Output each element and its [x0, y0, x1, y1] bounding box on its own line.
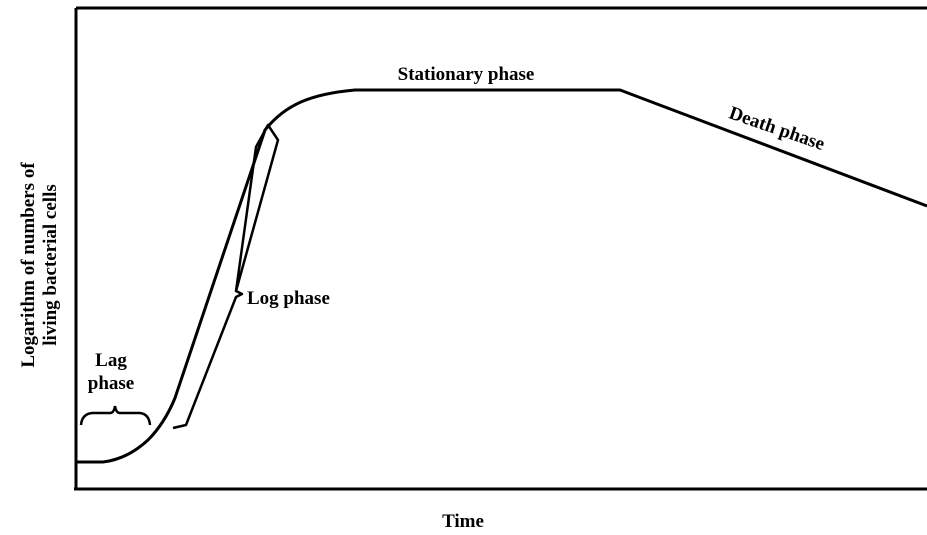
lag-phase-label: phase: [88, 373, 134, 394]
log-phase-bracket: [172, 123, 280, 430]
y-axis-label: living bacterial cells: [40, 184, 61, 345]
growth-curve: [76, 88, 927, 464]
stationary-phase-label: Stationary phase: [398, 64, 535, 85]
log-phase-label: Log phase: [247, 288, 330, 309]
lag-phase-brace: [79, 405, 152, 426]
x-axis-label: Time: [442, 511, 484, 532]
death-phase-label: Death phase: [726, 103, 827, 155]
y-axis-label: Logarithm of numbers of: [18, 162, 39, 368]
plot-frame: [74, 6, 927, 491]
lag-phase-label: Lag: [95, 350, 127, 371]
